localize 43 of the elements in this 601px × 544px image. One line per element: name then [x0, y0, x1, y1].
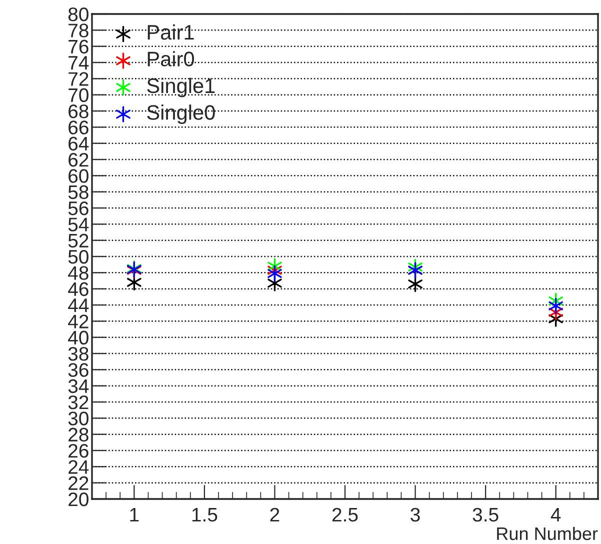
y-tick-label: 72: [68, 72, 88, 86]
y-tick-label: 24: [68, 460, 89, 474]
y-tick-label: 78: [68, 24, 88, 38]
y-tick-label: 48: [68, 266, 88, 280]
y-tick-label: 66: [68, 120, 88, 134]
x-axis-title: Run Number: [497, 526, 598, 540]
y-tick-label: 28: [68, 428, 88, 442]
y-tick-label: 74: [68, 56, 89, 70]
y-tick-label: 44: [68, 298, 89, 312]
y-tick-label: 54: [68, 218, 89, 232]
y-tick-label: 76: [68, 40, 88, 54]
x-tick-label: 1.5: [192, 508, 218, 522]
x-tick-label: 3: [410, 508, 420, 522]
y-tick-label: 68: [68, 104, 88, 118]
y-tick-label: 32: [68, 395, 88, 410]
x-tick-label: 2: [270, 508, 280, 522]
legend-label: Pair1: [148, 24, 194, 40]
y-tick-label: 56: [68, 201, 88, 216]
y-tick-label: 26: [68, 444, 88, 458]
legend-label: Single1: [147, 78, 215, 98]
y-tick-label: 60: [68, 169, 88, 183]
y-tick-label: 70: [68, 88, 88, 102]
x-tick-label: 4: [550, 508, 561, 522]
y-tick-label: 46: [68, 282, 88, 296]
y-tick-label: 36: [68, 363, 88, 377]
legend-label: Single0: [147, 104, 215, 124]
y-tick-label: 40: [68, 330, 88, 345]
y-tick-label: 80: [68, 7, 88, 22]
y-tick-label: 30: [68, 412, 88, 426]
y-tick-label: 50: [68, 250, 88, 264]
y-tick-label: 42: [68, 314, 88, 328]
x-tick-label: 2.5: [332, 508, 358, 522]
x-tick-label: 1: [130, 508, 139, 522]
y-tick-label: 62: [68, 152, 88, 167]
y-tick-label: 58: [68, 185, 88, 200]
y-tick-label: 22: [68, 476, 88, 490]
legend-label: Pair0: [148, 51, 194, 66]
y-tick-label: 64: [68, 136, 89, 151]
y-tick-label: 20: [68, 492, 88, 506]
y-tick-label: 38: [68, 346, 88, 361]
y-tick-label: 52: [68, 234, 88, 248]
x-tick-label: 3.5: [472, 508, 498, 522]
y-tick-label: 34: [68, 379, 89, 394]
